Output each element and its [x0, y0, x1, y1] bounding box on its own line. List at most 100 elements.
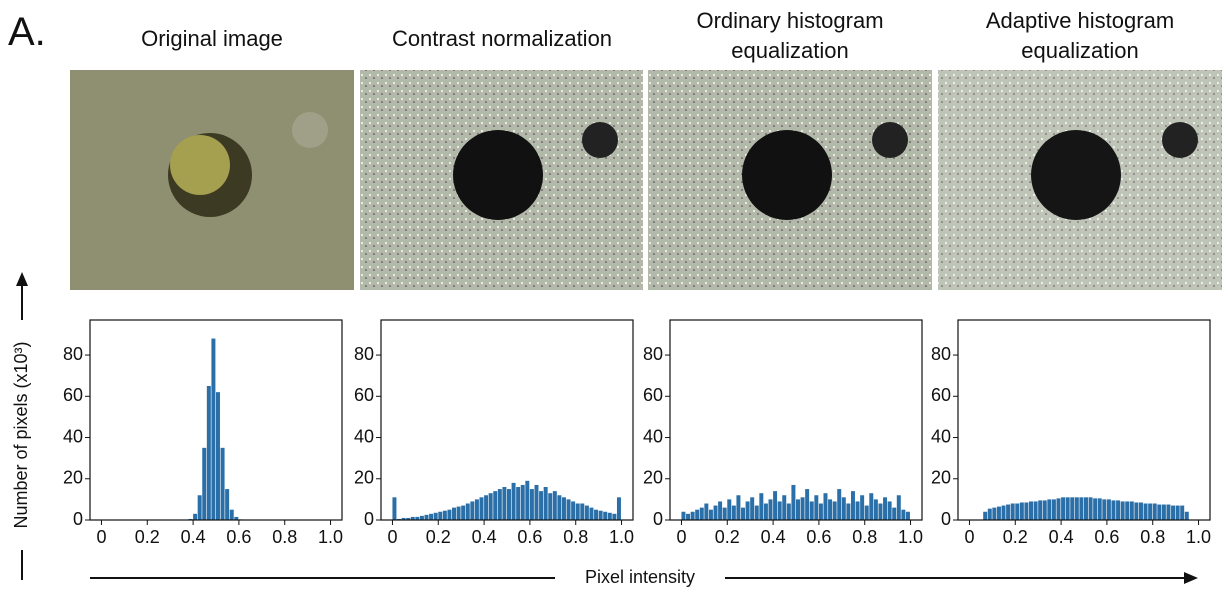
bar — [800, 497, 805, 520]
y-tick-label: 60 — [354, 385, 374, 405]
y-tick-label: 0 — [364, 509, 374, 529]
bar — [598, 510, 603, 520]
x-tick-label: 0.8 — [852, 527, 877, 547]
x-label-bg — [555, 565, 725, 591]
bar — [869, 493, 874, 520]
y-tick-label: 80 — [63, 344, 83, 364]
bar — [841, 497, 846, 520]
bar — [197, 495, 202, 520]
y-tick-label: 40 — [354, 426, 374, 446]
y-label: Number of pixels (x10³) — [11, 341, 31, 528]
bar — [892, 507, 897, 520]
bar — [750, 497, 755, 520]
bar — [1065, 497, 1070, 520]
bar — [1116, 500, 1121, 520]
x-tick-label: 1.0 — [898, 527, 923, 547]
y-tick-label: 20 — [354, 468, 374, 488]
bar — [809, 501, 814, 520]
bar — [837, 489, 842, 520]
bar — [589, 507, 594, 520]
bar — [791, 484, 796, 520]
x-tick-label: 0.2 — [1003, 527, 1028, 547]
bar — [768, 499, 773, 520]
bar — [1097, 498, 1102, 520]
x-tick-label: 0 — [387, 527, 397, 547]
x-tick-label: 0.4 — [761, 527, 786, 547]
bar — [1047, 499, 1052, 520]
image-contrast — [360, 70, 643, 290]
bar — [1019, 502, 1024, 520]
bar — [1152, 503, 1157, 520]
bar — [511, 482, 516, 520]
bar — [1148, 503, 1153, 520]
bar — [763, 503, 768, 520]
bar — [996, 506, 1001, 520]
bar — [488, 493, 493, 520]
bar — [493, 491, 498, 520]
y-tick-label: 40 — [643, 426, 663, 446]
bar — [497, 489, 502, 520]
bar — [612, 513, 617, 520]
bar — [1038, 500, 1043, 520]
bar — [1056, 498, 1061, 520]
bar — [557, 495, 562, 520]
bar — [686, 513, 691, 520]
bar — [745, 501, 750, 520]
y-label-bg — [10, 320, 34, 550]
bar — [429, 513, 434, 520]
y-arrowhead — [16, 272, 28, 286]
bar — [234, 516, 239, 520]
axes-frame — [89, 319, 343, 521]
bar — [718, 501, 723, 520]
bar — [452, 507, 456, 520]
bar — [529, 489, 534, 520]
bar — [1138, 502, 1143, 520]
image-adaptive — [938, 70, 1222, 290]
bar — [534, 484, 539, 520]
panel-title: Ordinary histogram equalization — [696, 8, 884, 63]
bar — [901, 509, 906, 520]
y-tick-label: 0 — [653, 509, 663, 529]
bar — [616, 497, 621, 520]
bar — [1134, 502, 1139, 520]
bar — [1051, 499, 1056, 520]
bar — [1106, 499, 1111, 520]
x-tick-label: 0.2 — [135, 527, 160, 547]
bar — [520, 484, 525, 520]
bar — [1084, 497, 1088, 520]
x-tick-label: 0.6 — [1094, 527, 1119, 547]
bar — [846, 503, 851, 520]
panel-title: Original image — [141, 26, 283, 51]
panel-label: A. — [8, 10, 46, 54]
bar — [1088, 497, 1093, 520]
bar — [507, 489, 511, 520]
bar — [603, 511, 608, 520]
bar — [584, 505, 589, 520]
bar — [727, 499, 732, 520]
y-tick-label: 40 — [63, 426, 83, 446]
bar — [828, 499, 833, 520]
bar — [1161, 504, 1166, 520]
bar — [864, 505, 869, 520]
x-tick-label: 1.0 — [609, 527, 634, 547]
bar — [474, 499, 479, 520]
bar — [1102, 499, 1107, 520]
bar — [415, 516, 420, 520]
y-tick-label: 20 — [931, 468, 951, 488]
bar — [796, 499, 800, 520]
axes-frame — [669, 319, 923, 521]
bar — [896, 495, 901, 520]
bar — [548, 493, 553, 520]
y-tick-label: 80 — [931, 344, 951, 364]
bar — [782, 495, 787, 520]
y-tick-label: 60 — [643, 385, 663, 405]
x-tick-label: 0.4 — [472, 527, 497, 547]
x-label: Pixel intensity — [585, 567, 695, 587]
y-tick-label: 20 — [643, 468, 663, 488]
bar — [695, 509, 700, 520]
bar — [470, 501, 475, 520]
bar — [461, 505, 466, 520]
bar — [502, 487, 507, 520]
y-tick-label: 20 — [63, 468, 83, 488]
